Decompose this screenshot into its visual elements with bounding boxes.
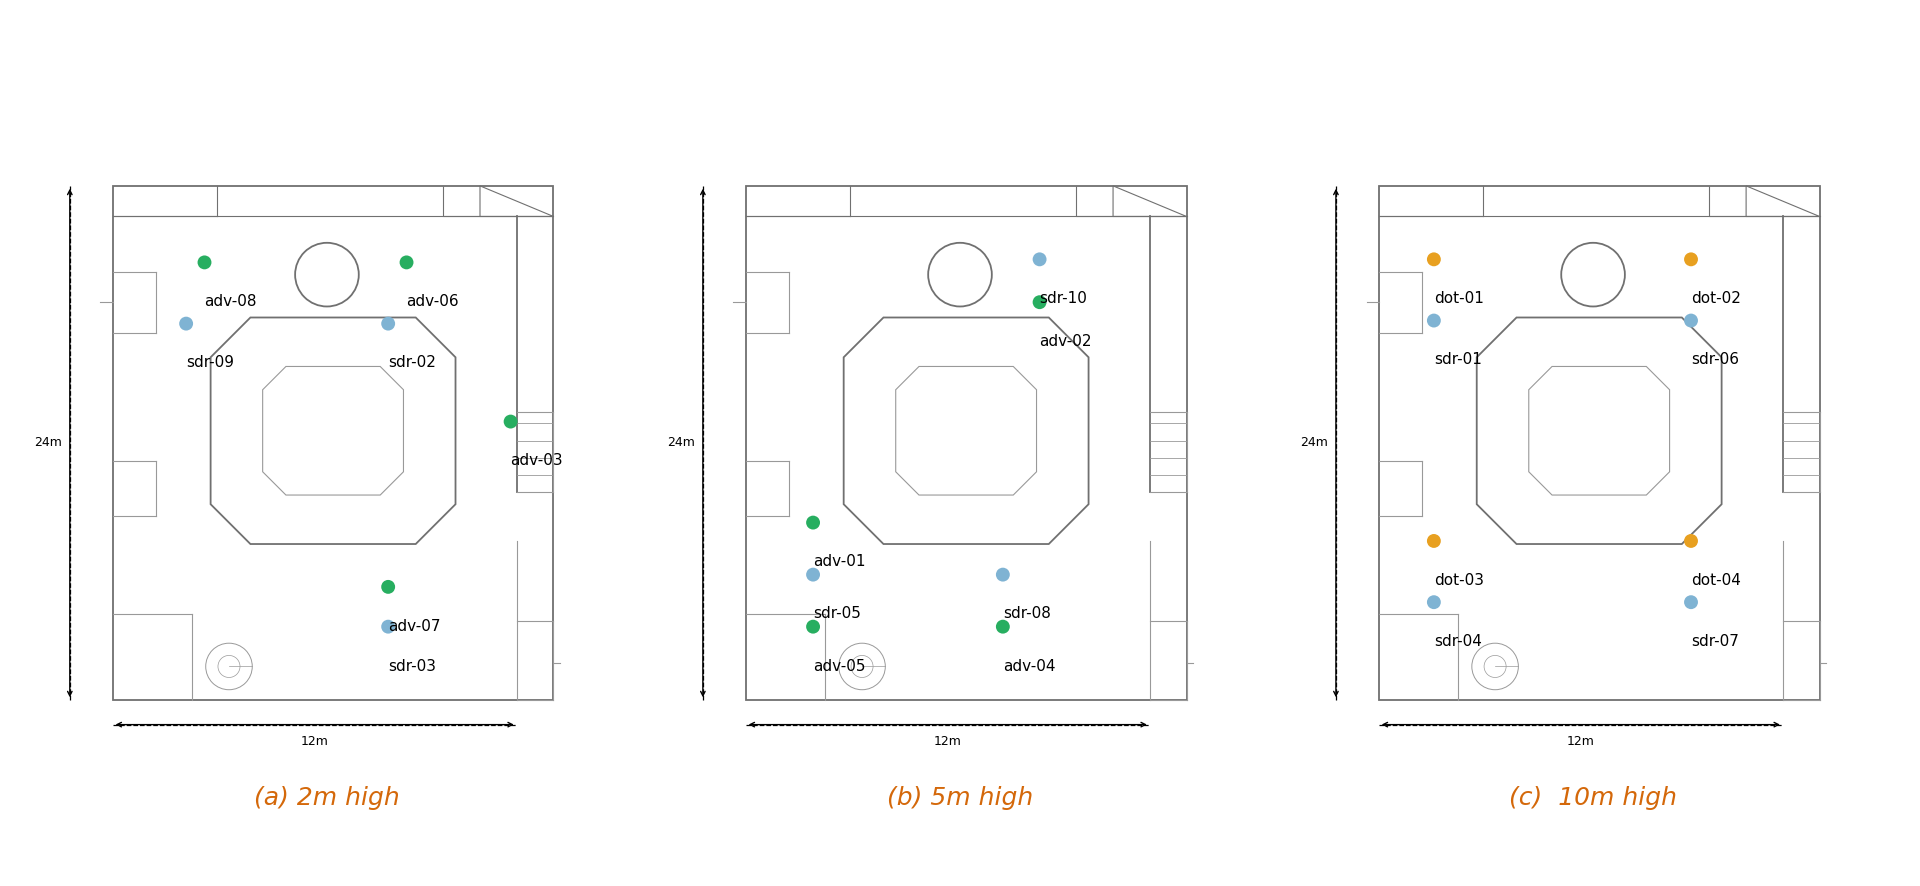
Point — [1676, 314, 1707, 328]
Point — [495, 415, 526, 429]
Point — [1676, 534, 1707, 548]
Text: dot-03: dot-03 — [1434, 572, 1484, 587]
Point — [171, 316, 202, 330]
Point — [190, 255, 221, 269]
Text: 12m: 12m — [1567, 735, 1596, 749]
Text: adv-04: adv-04 — [1002, 658, 1056, 673]
Text: (a) 2m high: (a) 2m high — [253, 786, 399, 810]
Text: adv-03: adv-03 — [511, 454, 563, 469]
Point — [797, 568, 828, 582]
Text: sdr-05: sdr-05 — [812, 606, 860, 621]
Text: sdr-04: sdr-04 — [1434, 634, 1482, 649]
Text: (b) 5m high: (b) 5m high — [887, 786, 1033, 810]
Point — [1419, 314, 1450, 328]
Text: sdr-10: sdr-10 — [1039, 291, 1087, 307]
Bar — [113, 186, 553, 700]
Text: dot-01: dot-01 — [1434, 291, 1484, 307]
Text: sdr-08: sdr-08 — [1002, 606, 1050, 621]
Text: adv-06: adv-06 — [407, 294, 459, 309]
Text: sdr-09: sdr-09 — [186, 355, 234, 370]
Text: 24m: 24m — [668, 437, 695, 449]
Text: 12m: 12m — [933, 735, 962, 749]
Text: 24m: 24m — [35, 437, 61, 449]
Point — [1676, 595, 1707, 610]
Text: adv-01: adv-01 — [812, 555, 866, 570]
Point — [797, 619, 828, 633]
Point — [372, 579, 403, 594]
Bar — [1379, 186, 1820, 700]
Bar — [745, 186, 1187, 700]
Text: sdr-03: sdr-03 — [388, 658, 436, 673]
Point — [392, 255, 422, 269]
Text: sdr-07: sdr-07 — [1692, 634, 1740, 649]
Text: sdr-02: sdr-02 — [388, 355, 436, 370]
Point — [797, 516, 828, 530]
Point — [1676, 253, 1707, 267]
Text: sdr-06: sdr-06 — [1692, 353, 1740, 368]
Point — [1419, 534, 1450, 548]
Text: adv-02: adv-02 — [1039, 334, 1092, 349]
Text: 24m: 24m — [1300, 437, 1329, 449]
Text: sdr-01: sdr-01 — [1434, 353, 1482, 368]
Point — [372, 619, 403, 633]
Text: adv-08: adv-08 — [205, 294, 257, 309]
Point — [1023, 295, 1054, 309]
Point — [1023, 253, 1054, 267]
Text: (c)  10m high: (c) 10m high — [1509, 786, 1676, 810]
Text: adv-05: adv-05 — [812, 658, 866, 673]
Point — [987, 619, 1018, 633]
Text: adv-07: adv-07 — [388, 618, 442, 633]
Text: dot-02: dot-02 — [1692, 291, 1741, 307]
Point — [372, 316, 403, 330]
Text: 12m: 12m — [301, 735, 328, 749]
Text: dot-04: dot-04 — [1692, 572, 1741, 587]
Point — [987, 568, 1018, 582]
Point — [1419, 253, 1450, 267]
Point — [1419, 595, 1450, 610]
